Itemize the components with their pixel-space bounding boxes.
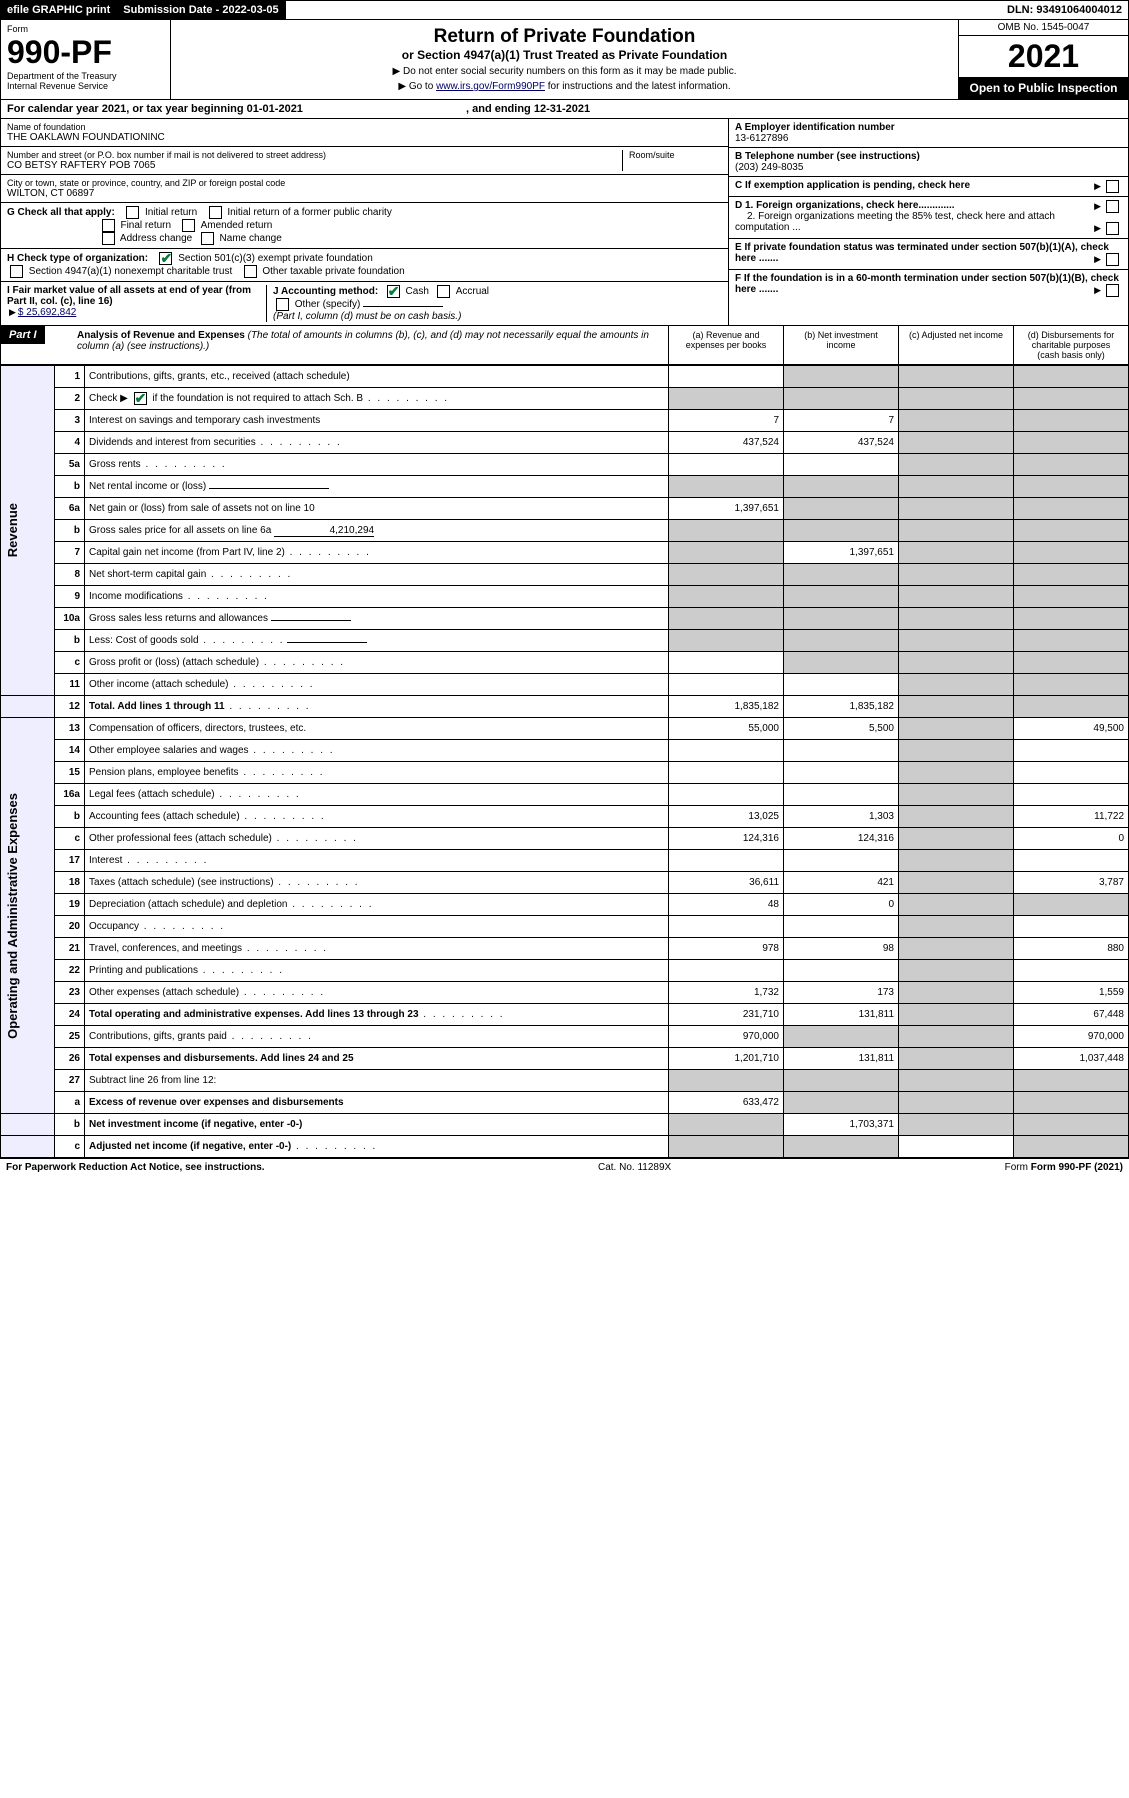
row-21: 21Travel, conferences, and meetings 9789… — [1, 938, 1129, 960]
name-change-checkbox[interactable] — [201, 232, 214, 245]
row-27: 27Subtract line 26 from line 12: — [1, 1070, 1129, 1092]
row-7: 7Capital gain net income (from Part IV, … — [1, 542, 1129, 564]
row-24: 24Total operating and administrative exp… — [1, 1004, 1129, 1026]
form-id-block: Form 990-PF Department of the Treasury I… — [1, 20, 171, 99]
row-12: 12Total. Add lines 1 through 11 1,835,18… — [1, 696, 1129, 718]
identity-grid: Name of foundation THE OAKLAWN FOUNDATIO… — [0, 119, 1129, 326]
form-title: Return of Private Foundation — [183, 26, 946, 48]
row-2: 2 Check ▶ if the foundation is not requi… — [1, 388, 1129, 410]
row-27b: bNet investment income (if negative, ent… — [1, 1114, 1129, 1136]
row-5b: bNet rental income or (loss) — [1, 476, 1129, 498]
section-h: H Check type of organization: Section 50… — [1, 249, 728, 282]
form-title-block: Return of Private Foundation or Section … — [171, 20, 958, 99]
foreign-org-checkbox[interactable] — [1106, 200, 1119, 213]
row-5a: 5aGross rents — [1, 454, 1129, 476]
row-14: 14Other employee salaries and wages — [1, 740, 1129, 762]
col-b-header: (b) Net investment income — [783, 326, 898, 364]
other-taxable-checkbox[interactable] — [244, 265, 257, 278]
row-4: 4Dividends and interest from securities … — [1, 432, 1129, 454]
row-13: Operating and Administrative Expenses 13… — [1, 718, 1129, 740]
row-20: 20Occupancy — [1, 916, 1129, 938]
initial-former-checkbox[interactable] — [209, 206, 222, 219]
row-16a: 16aLegal fees (attach schedule) — [1, 784, 1129, 806]
row-6a: 6aNet gain or (loss) from sale of assets… — [1, 498, 1129, 520]
city-cell: City or town, state or province, country… — [1, 175, 728, 203]
section-i-j: I Fair market value of all assets at end… — [1, 282, 728, 325]
row-22: 22Printing and publications — [1, 960, 1129, 982]
row-8: 8Net short-term capital gain — [1, 564, 1129, 586]
row-23: 23Other expenses (attach schedule) 1,732… — [1, 982, 1129, 1004]
row-11: 11Other income (attach schedule) — [1, 674, 1129, 696]
501c3-checkbox[interactable] — [159, 252, 172, 265]
omb-number: OMB No. 1545-0047 — [959, 20, 1128, 36]
row-27a: aExcess of revenue over expenses and dis… — [1, 1092, 1129, 1114]
col-c-header: (c) Adjusted net income — [898, 326, 1013, 364]
other-method-checkbox[interactable] — [276, 298, 289, 311]
calendar-year-row: For calendar year 2021, or tax year begi… — [0, 100, 1129, 119]
row-17: 17Interest — [1, 850, 1129, 872]
row-26: 26Total expenses and disbursements. Add … — [1, 1048, 1129, 1070]
row-16c: cOther professional fees (attach schedul… — [1, 828, 1129, 850]
form-year-block: OMB No. 1545-0047 2021 Open to Public In… — [958, 20, 1128, 99]
status-terminated-checkbox[interactable] — [1106, 253, 1119, 266]
section-f: F If the foundation is in a 60-month ter… — [729, 270, 1128, 300]
final-return-checkbox[interactable] — [102, 219, 115, 232]
foundation-name-cell: Name of foundation THE OAKLAWN FOUNDATIO… — [1, 119, 728, 147]
row-10c: cGross profit or (loss) (attach schedule… — [1, 652, 1129, 674]
dln: DLN: 93491064004012 — [1001, 1, 1128, 19]
part-1-table: Revenue 1Contributions, gifts, grants, e… — [0, 365, 1129, 1158]
efile-badge: efile GRAPHIC print — [1, 1, 117, 19]
accrual-checkbox[interactable] — [437, 285, 450, 298]
address-cell: Number and street (or P.O. box number if… — [1, 147, 728, 175]
row-27c: cAdjusted net income (if negative, enter… — [1, 1136, 1129, 1158]
cash-checkbox[interactable] — [387, 285, 400, 298]
ein-cell: A Employer identification number 13-6127… — [729, 119, 1128, 148]
initial-return-checkbox[interactable] — [126, 206, 139, 219]
schb-checkbox[interactable] — [134, 392, 147, 405]
section-e: E If private foundation status was termi… — [729, 239, 1128, 270]
form-header: Form 990-PF Department of the Treasury I… — [0, 20, 1129, 100]
section-c: C If exemption application is pending, c… — [729, 177, 1128, 197]
form-number: 990-PF — [7, 34, 164, 71]
col-d-header: (d) Disbursements for charitable purpose… — [1013, 326, 1128, 364]
part-1-header: Part I Analysis of Revenue and Expenses … — [0, 326, 1129, 365]
row-6b: bGross sales price for all assets on lin… — [1, 520, 1129, 542]
submission-date: Submission Date - 2022-03-05 — [117, 1, 285, 19]
row-19: 19Depreciation (attach schedule) and dep… — [1, 894, 1129, 916]
exemption-pending-checkbox[interactable] — [1106, 180, 1119, 193]
amended-return-checkbox[interactable] — [182, 219, 195, 232]
row-10b: bLess: Cost of goods sold — [1, 630, 1129, 652]
row-1: Revenue 1Contributions, gifts, grants, e… — [1, 366, 1129, 388]
expenses-side-label: Operating and Administrative Expenses — [5, 793, 20, 1039]
telephone-cell: B Telephone number (see instructions) (2… — [729, 148, 1128, 177]
address-change-checkbox[interactable] — [102, 232, 115, 245]
top-strip: efile GRAPHIC print Submission Date - 20… — [0, 0, 1129, 20]
fmv-link[interactable]: $ 25,692,842 — [18, 307, 76, 318]
row-10a: 10aGross sales less returns and allowanc… — [1, 608, 1129, 630]
row-18: 18Taxes (attach schedule) (see instructi… — [1, 872, 1129, 894]
60-month-checkbox[interactable] — [1106, 284, 1119, 297]
open-public-badge: Open to Public Inspection — [959, 77, 1128, 99]
row-15: 15Pension plans, employee benefits — [1, 762, 1129, 784]
foreign-85-checkbox[interactable] — [1106, 222, 1119, 235]
irs-link[interactable]: www.irs.gov/Form990PF — [436, 81, 545, 92]
col-a-header: (a) Revenue and expenses per books — [668, 326, 783, 364]
row-9: 9Income modifications — [1, 586, 1129, 608]
section-g: G Check all that apply: Initial return I… — [1, 203, 728, 249]
revenue-side-label: Revenue — [5, 503, 20, 557]
row-3: 3Interest on savings and temporary cash … — [1, 410, 1129, 432]
section-d: D 1. Foreign organizations, check here..… — [729, 197, 1128, 239]
4947-checkbox[interactable] — [10, 265, 23, 278]
row-25: 25Contributions, gifts, grants paid 970,… — [1, 1026, 1129, 1048]
row-16b: bAccounting fees (attach schedule) 13,02… — [1, 806, 1129, 828]
tax-year: 2021 — [959, 36, 1128, 77]
page-footer: For Paperwork Reduction Act Notice, see … — [0, 1158, 1129, 1176]
